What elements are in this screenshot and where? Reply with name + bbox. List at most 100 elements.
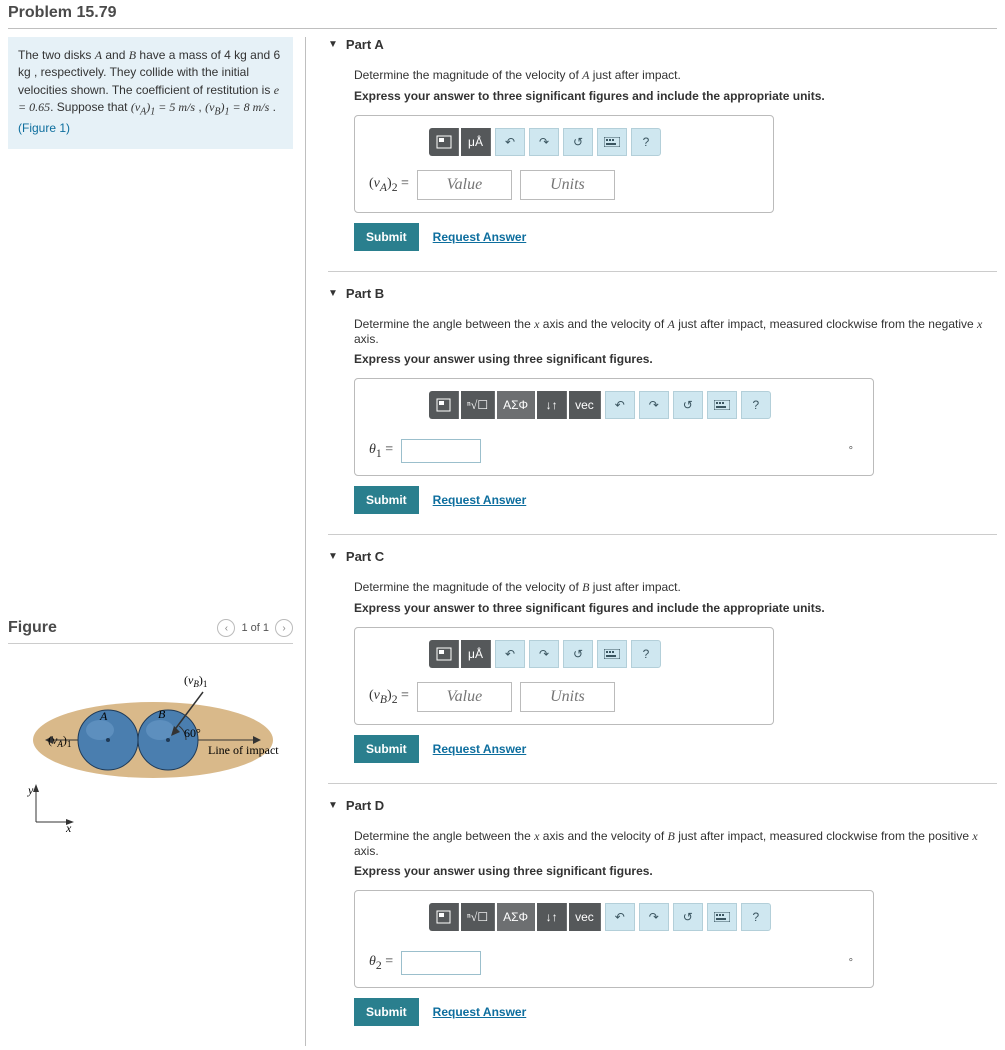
- help-icon[interactable]: ?: [741, 391, 771, 419]
- figure-prev-button[interactable]: ‹: [217, 619, 235, 637]
- stmt-A: A: [95, 48, 102, 62]
- part-a-toggle-icon[interactable]: ▼: [328, 39, 338, 50]
- part-c-value-input[interactable]: [417, 682, 512, 712]
- template-icon[interactable]: [429, 640, 459, 668]
- figure-nav: ‹ 1 of 1 ›: [217, 619, 293, 637]
- radical-icon[interactable]: ⁿ√☐: [461, 391, 495, 419]
- help-icon[interactable]: ?: [631, 640, 661, 668]
- sep-ab: [328, 271, 997, 272]
- arrows-icon[interactable]: ↓↑: [537, 391, 567, 419]
- sep-bc: [328, 534, 997, 535]
- part-b: ▼ Part B Determine the angle between the…: [328, 286, 997, 514]
- part-d-prompt: Determine the angle between the x axis a…: [354, 829, 997, 858]
- redo-icon[interactable]: ↷: [639, 903, 669, 931]
- part-b-toggle-icon[interactable]: ▼: [328, 288, 338, 299]
- keyboard-icon[interactable]: [597, 640, 627, 668]
- figure-nav-label: 1 of 1: [241, 622, 269, 634]
- greek-btn[interactable]: ΑΣΦ: [497, 903, 535, 931]
- part-a: ▼ Part A Determine the magnitude of the …: [328, 37, 997, 251]
- problem-statement: The two disks A and B have a mass of 4 k…: [8, 37, 293, 149]
- redo-icon[interactable]: ↷: [639, 391, 669, 419]
- stmt-period: .: [269, 100, 276, 114]
- undo-icon[interactable]: ↶: [605, 903, 635, 931]
- fig-y-label: y: [27, 783, 34, 797]
- radical-icon[interactable]: ⁿ√☐: [461, 903, 495, 931]
- reset-icon[interactable]: ↺: [673, 903, 703, 931]
- redo-icon[interactable]: ↷: [529, 640, 559, 668]
- part-d-title: Part D: [346, 798, 384, 813]
- units-btn[interactable]: μÅ: [461, 128, 491, 156]
- help-icon[interactable]: ?: [741, 903, 771, 931]
- stmt-text3: . Suppose that: [50, 100, 131, 114]
- part-c: ▼ Part C Determine the magnitude of the …: [328, 549, 997, 763]
- header-divider: [8, 28, 997, 29]
- undo-icon[interactable]: ↶: [495, 640, 525, 668]
- part-b-submit-button[interactable]: Submit: [354, 486, 419, 514]
- fig-x-label: x: [65, 821, 72, 832]
- right-column: ▼ Part A Determine the magnitude of the …: [318, 37, 997, 1046]
- part-a-toolbar: μÅ ↶ ↷ ↺ ?: [429, 128, 759, 156]
- stmt-vb: (vB)1 = 8 m/s: [205, 100, 269, 114]
- stmt-va: (vA)1 = 5 m/s: [131, 100, 195, 114]
- reset-icon[interactable]: ↺: [563, 640, 593, 668]
- undo-icon[interactable]: ↶: [605, 391, 635, 419]
- reset-icon[interactable]: ↺: [563, 128, 593, 156]
- part-b-title: Part B: [346, 286, 384, 301]
- part-c-toolbar: μÅ ↶ ↷ ↺ ?: [429, 640, 759, 668]
- figure-title: Figure: [8, 619, 57, 637]
- part-c-units-input[interactable]: [520, 682, 615, 712]
- keyboard-icon[interactable]: [707, 903, 737, 931]
- part-a-submit-button[interactable]: Submit: [354, 223, 419, 251]
- part-a-prompt: Determine the magnitude of the velocity …: [354, 68, 997, 83]
- figure-canvas: (vA)1 (vB)1 A B 60° Line of impact y x: [8, 662, 288, 832]
- fig-label-B: B: [158, 707, 166, 721]
- part-d-toolbar: ⁿ√☐ ΑΣΦ ↓↑ vec ↶ ↷ ↺ ?: [429, 903, 859, 931]
- fig-line-label: Line of impact: [208, 743, 279, 757]
- redo-icon[interactable]: ↷: [529, 128, 559, 156]
- template-icon[interactable]: [429, 903, 459, 931]
- part-c-toggle-icon[interactable]: ▼: [328, 551, 338, 562]
- part-c-answer-box: μÅ ↶ ↷ ↺ ? (vB)2 =: [354, 627, 774, 725]
- figure-link[interactable]: (Figure 1): [18, 121, 70, 135]
- part-d: ▼ Part D Determine the angle between the…: [328, 798, 997, 1026]
- part-b-toolbar: ⁿ√☐ ΑΣΦ ↓↑ vec ↶ ↷ ↺ ?: [429, 391, 859, 419]
- reset-icon[interactable]: ↺: [673, 391, 703, 419]
- fig-angle: 60°: [184, 726, 201, 740]
- units-btn[interactable]: μÅ: [461, 640, 491, 668]
- part-c-request-link[interactable]: Request Answer: [433, 742, 527, 756]
- part-a-request-link[interactable]: Request Answer: [433, 230, 527, 244]
- template-icon[interactable]: [429, 391, 459, 419]
- part-a-title: Part A: [346, 37, 384, 52]
- stmt-and: and: [102, 48, 129, 62]
- part-a-instruct: Express your answer to three significant…: [354, 89, 997, 103]
- figure-next-button[interactable]: ›: [275, 619, 293, 637]
- part-d-request-link[interactable]: Request Answer: [433, 1005, 527, 1019]
- part-c-title: Part C: [346, 549, 384, 564]
- part-c-submit-button[interactable]: Submit: [354, 735, 419, 763]
- vec-btn[interactable]: vec: [569, 903, 601, 931]
- part-b-instruct: Express your answer using three signific…: [354, 352, 997, 366]
- keyboard-icon[interactable]: [597, 128, 627, 156]
- part-d-submit-button[interactable]: Submit: [354, 998, 419, 1026]
- part-b-answer-box: ⁿ√☐ ΑΣΦ ↓↑ vec ↶ ↷ ↺ ? θ1 = °: [354, 378, 874, 476]
- fig-label-A: A: [99, 709, 108, 723]
- arrows-icon[interactable]: ↓↑: [537, 903, 567, 931]
- column-divider: [305, 37, 306, 1046]
- keyboard-icon[interactable]: [707, 391, 737, 419]
- figure-header: Figure ‹ 1 of 1 ›: [8, 619, 293, 644]
- help-icon[interactable]: ?: [631, 128, 661, 156]
- part-d-value-input[interactable]: [401, 951, 481, 975]
- part-b-request-link[interactable]: Request Answer: [433, 493, 527, 507]
- template-icon[interactable]: [429, 128, 459, 156]
- part-d-var-label: θ2 =: [369, 954, 393, 972]
- part-b-value-input[interactable]: [401, 439, 481, 463]
- part-d-toggle-icon[interactable]: ▼: [328, 800, 338, 811]
- part-c-prompt: Determine the magnitude of the velocity …: [354, 580, 997, 595]
- part-a-value-input[interactable]: [417, 170, 512, 200]
- greek-btn[interactable]: ΑΣΦ: [497, 391, 535, 419]
- part-d-instruct: Express your answer using three signific…: [354, 864, 997, 878]
- sep-cd: [328, 783, 997, 784]
- part-a-units-input[interactable]: [520, 170, 615, 200]
- undo-icon[interactable]: ↶: [495, 128, 525, 156]
- vec-btn[interactable]: vec: [569, 391, 601, 419]
